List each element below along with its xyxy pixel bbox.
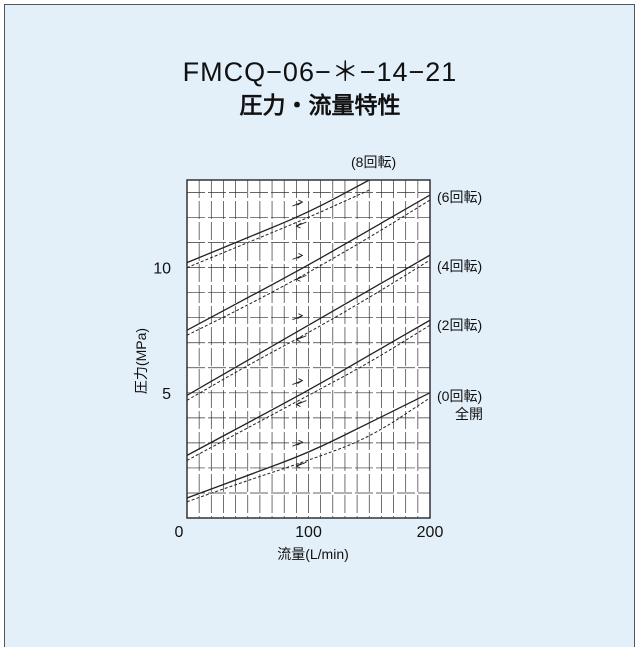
series-label: (8回転) [351, 154, 396, 170]
series-solid-4 [187, 254, 430, 396]
series-label: (4回転) [437, 258, 482, 274]
arrow-up-icon [292, 439, 304, 447]
chart-subtitle: 圧力・流量特性 [240, 92, 401, 118]
arrow-down-icon [295, 461, 307, 469]
chart-panel: FMCQ−06−＊−14−21 圧力・流量特性 0 100 200 5 10 流量(L/min… [4, 4, 635, 647]
y-axis-label: 圧力(MPa) [133, 328, 149, 394]
x-tick-label: 0 [175, 524, 184, 541]
series-solid-0 [187, 392, 430, 499]
series-label: (2回転) [437, 317, 482, 333]
series-label: (0回転) [437, 388, 482, 404]
pressure-flow-chart: FMCQ−06−＊−14−21 圧力・流量特性 0 100 200 5 10 流量(L/min… [133, 57, 483, 562]
x-tick-label: 200 [417, 524, 444, 541]
y-tick-label: 10 [153, 261, 171, 278]
arrow-up-icon [292, 378, 304, 385]
series-dashed-7 [187, 199, 430, 336]
arrow-up-icon [292, 252, 304, 260]
arrow-up-icon [292, 199, 304, 207]
x-axis-label: 流量(L/min) [277, 546, 349, 562]
arrow-down-icon [295, 400, 307, 407]
arrow-up-icon [292, 313, 304, 321]
arrow-down-icon [295, 221, 307, 229]
series-dashed-1 [187, 397, 430, 503]
arrow-down-icon [295, 335, 307, 343]
chart-title: FMCQ−06−＊−14−21 [183, 57, 458, 87]
series-solid-6 [187, 194, 430, 331]
y-tick-label: 5 [162, 386, 171, 403]
series-label-line2: 全開 [455, 406, 483, 422]
series-label: (6回転) [437, 189, 482, 205]
series-dashed-9 [187, 189, 370, 269]
series-solid-2 [187, 319, 430, 456]
series-solid-8 [187, 180, 370, 264]
series-dashed-3 [187, 324, 430, 461]
series-dashed-5 [187, 259, 430, 401]
x-tick-label: 100 [295, 524, 322, 541]
